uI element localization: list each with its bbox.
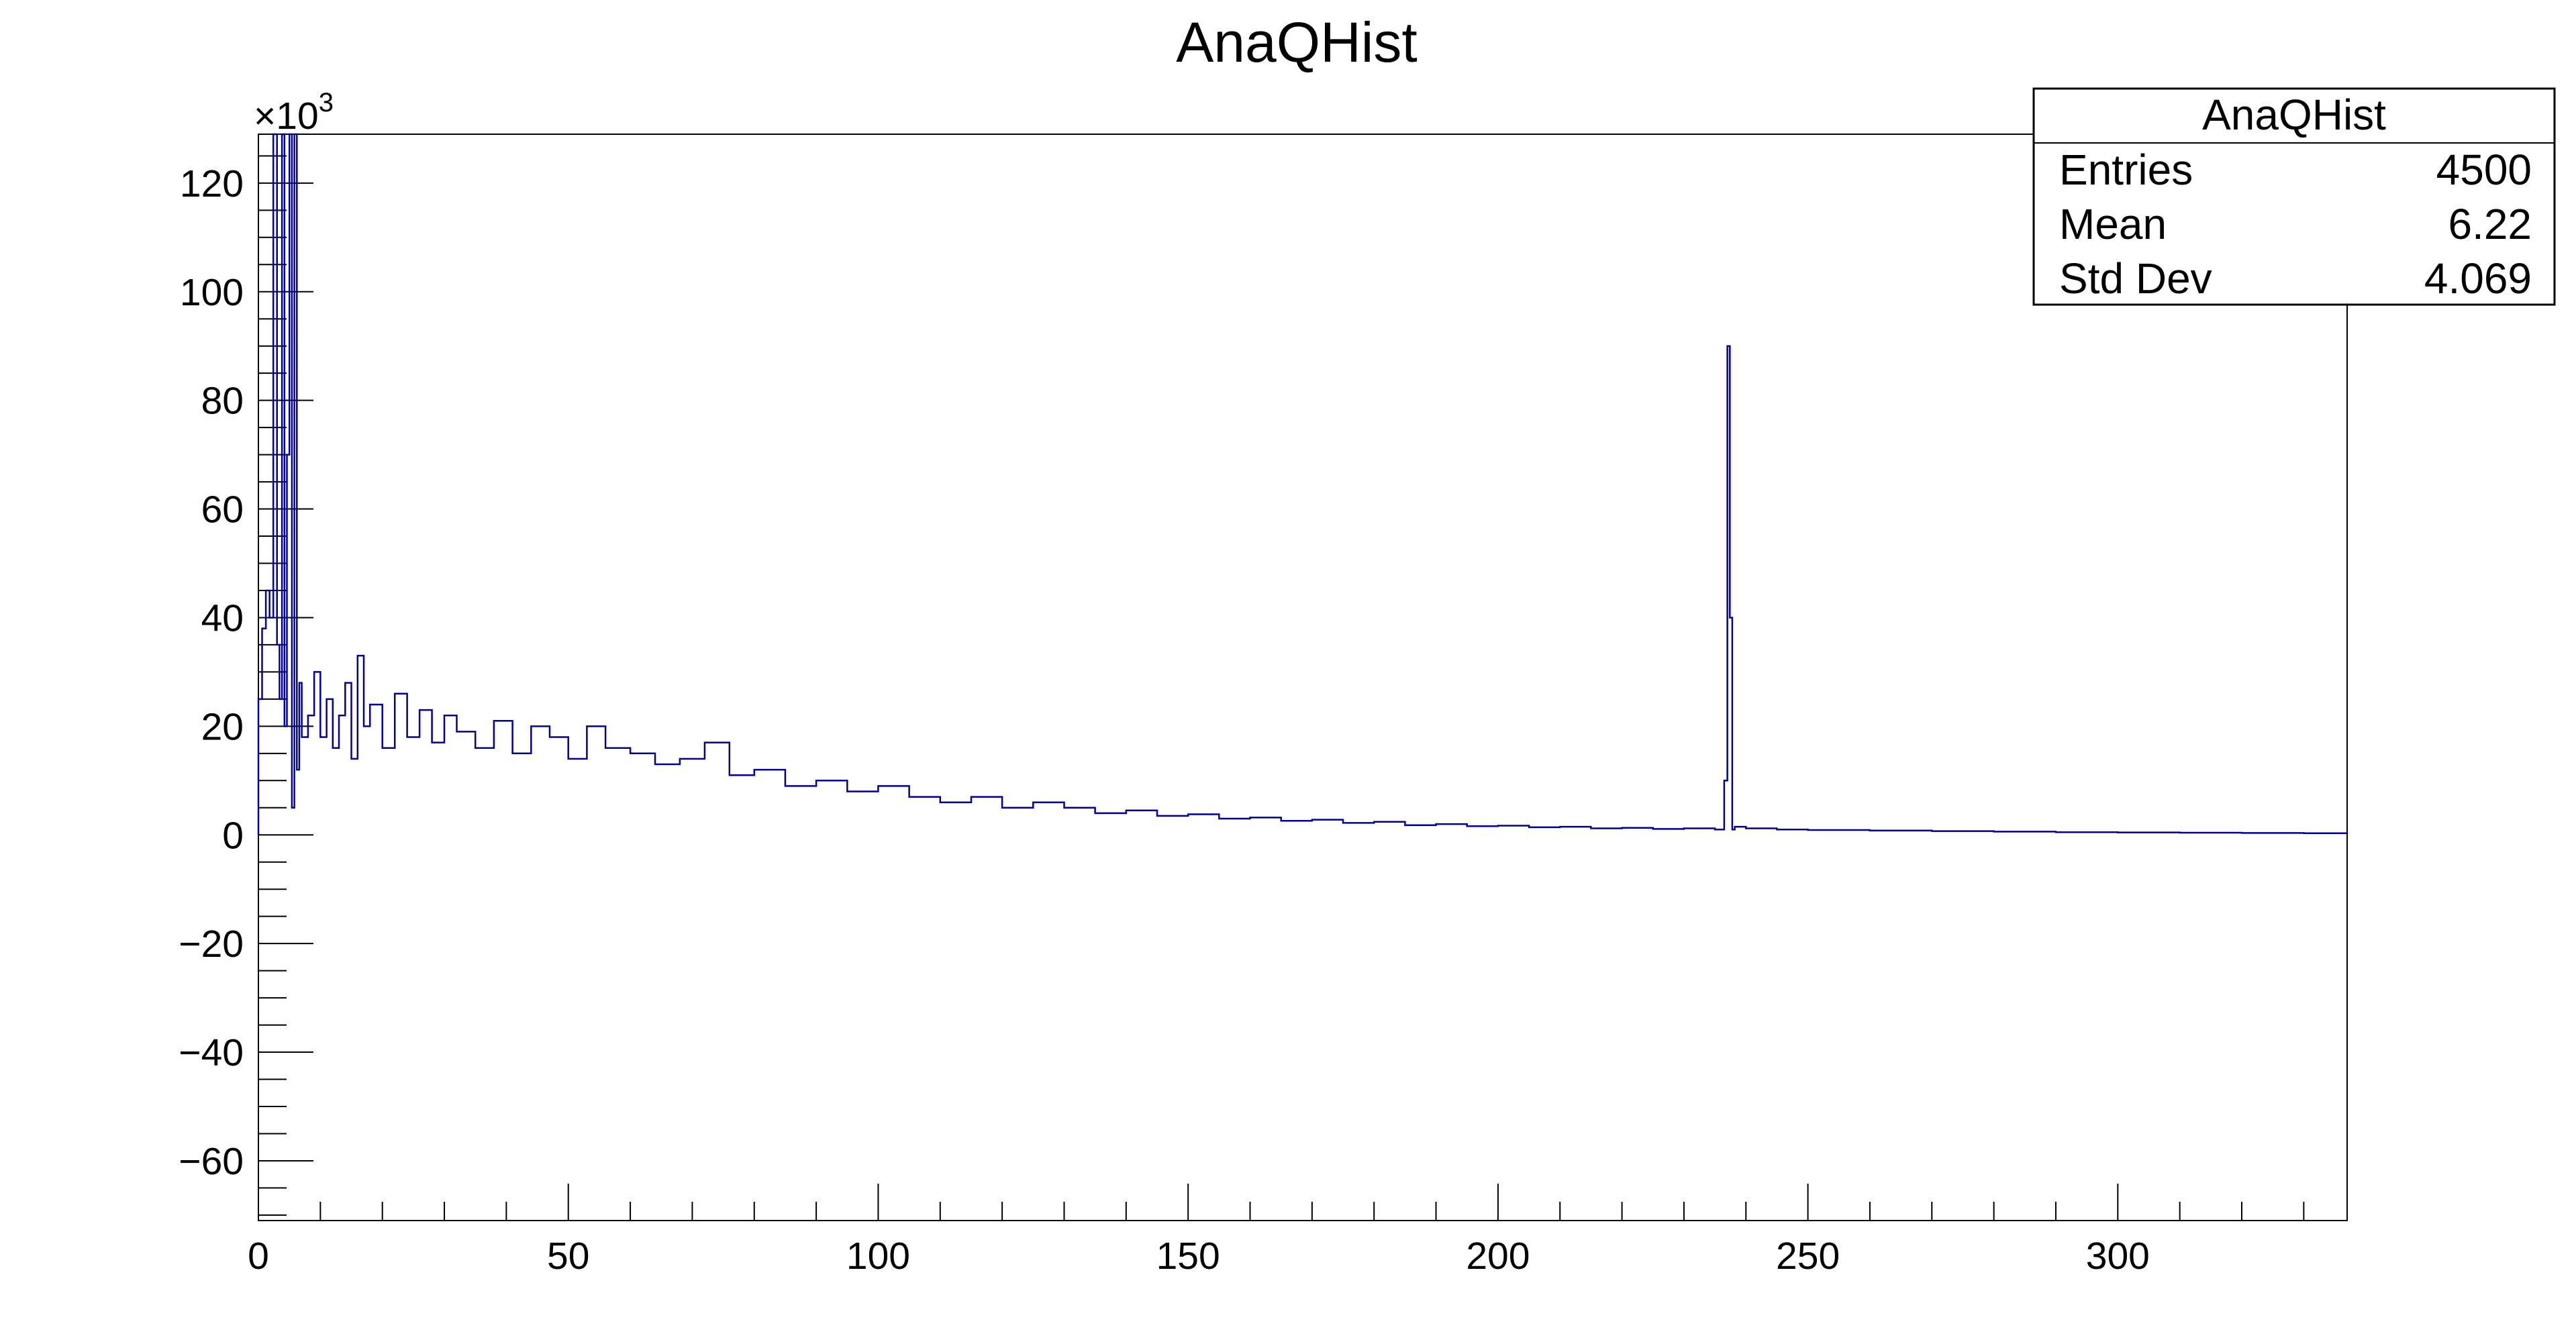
x-tick-label: 50 (547, 1235, 589, 1278)
x-tick-label: 200 (1466, 1235, 1530, 1278)
chart-title: AnaQHist (1176, 11, 1417, 74)
y-tick-label: −20 (179, 923, 244, 966)
x-axis: 0 50 100 150 200 250 300 (248, 1184, 2305, 1278)
x-tick-label: 100 (846, 1235, 910, 1278)
stats-stddev-value: 4.069 (2424, 254, 2532, 303)
y-axis-exponent: ×103 (254, 88, 334, 138)
stats-box-title: AnaQHist (2202, 91, 2386, 139)
stats-mean-label: Mean (2059, 200, 2167, 248)
plot-area-border (258, 134, 2348, 1221)
x-tick-label: 250 (1776, 1235, 1840, 1278)
y-exponent-power: 3 (319, 88, 334, 117)
stats-stddev-label: Std Dev (2059, 254, 2212, 303)
x-tick-label: 150 (1156, 1235, 1220, 1278)
y-axis: −60 −40 −20 0 20 40 60 80 100 120 (179, 155, 313, 1216)
y-tick-label: 100 (180, 271, 244, 314)
stats-entries-value: 4500 (2436, 146, 2532, 194)
y-exponent-base: ×10 (254, 95, 319, 138)
y-tick-label: 60 (201, 488, 244, 531)
stats-entries-label: Entries (2059, 146, 2193, 194)
stats-mean-value: 6.22 (2448, 200, 2532, 248)
series-layer (257, 133, 2348, 835)
y-tick-label: 0 (222, 814, 244, 857)
y-tick-label: 80 (201, 380, 244, 423)
x-tick-label: 300 (2086, 1235, 2150, 1278)
histogram-series-line (257, 133, 2348, 835)
y-tick-label: 120 (180, 162, 244, 205)
y-tick-label: 20 (201, 705, 244, 748)
y-tick-label: −40 (179, 1031, 244, 1074)
y-tick-label: −60 (179, 1140, 244, 1183)
stats-box: AnaQHist Entries 4500 Mean 6.22 Std Dev … (2032, 87, 2556, 306)
plot-frame (258, 134, 2348, 1221)
x-tick-label: 0 (248, 1235, 269, 1278)
stats-box-border (2032, 87, 2556, 306)
y-tick-label: 40 (201, 597, 244, 639)
